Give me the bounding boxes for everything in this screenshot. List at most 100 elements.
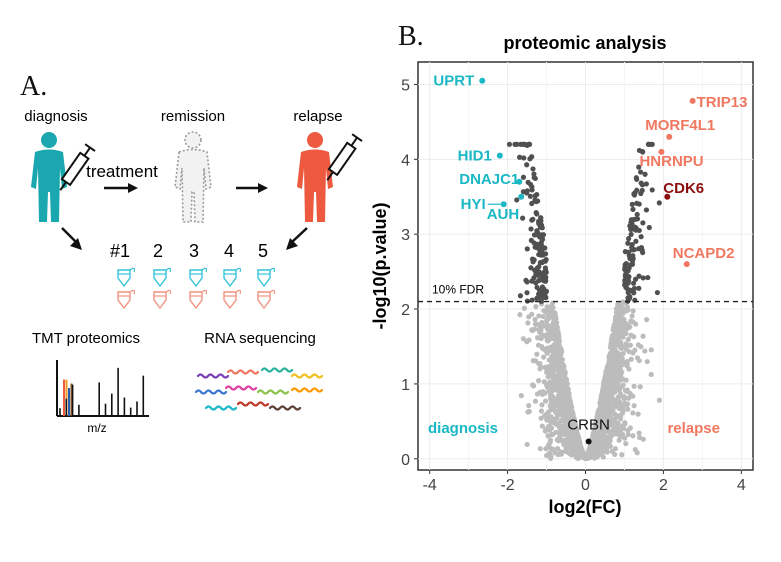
data-point-significant <box>529 217 535 223</box>
data-point-nonsignificant <box>552 420 559 426</box>
arrow-diagnosis-to-samples-icon <box>61 227 82 250</box>
data-point-nonsignificant <box>629 313 635 319</box>
data-point-significant <box>537 293 544 299</box>
labeled-point <box>500 201 507 208</box>
data-point-significant <box>531 232 538 238</box>
data-point-significant <box>532 175 538 182</box>
data-point-nonsignificant <box>538 364 544 370</box>
data-point-nonsignificant <box>547 344 553 351</box>
data-point-nonsignificant <box>530 382 536 388</box>
point-label: AUH <box>487 206 520 223</box>
person-relapse-icon <box>297 132 333 222</box>
data-point-nonsignificant <box>539 391 546 397</box>
data-point-significant <box>631 191 637 197</box>
panel-a: A. diagnosis remission relapse treatment <box>20 71 363 435</box>
data-point-nonsignificant <box>634 355 641 361</box>
data-point-nonsignificant <box>552 450 558 456</box>
data-point-significant <box>654 289 660 296</box>
data-point-nonsignificant <box>631 383 637 389</box>
data-point-nonsignificant <box>568 452 575 458</box>
data-point-nonsignificant <box>627 342 634 348</box>
data-point-nonsignificant <box>640 333 646 339</box>
data-point-nonsignificant <box>548 400 554 406</box>
data-point-nonsignificant <box>540 313 546 320</box>
data-point-significant <box>514 197 520 203</box>
data-point-nonsignificant <box>539 402 545 408</box>
data-point-nonsignificant <box>553 343 559 350</box>
labeled-point <box>683 261 690 268</box>
data-point-significant <box>524 279 530 285</box>
data-point-significant <box>623 271 629 277</box>
data-point-nonsignificant <box>532 316 538 323</box>
data-point-nonsignificant <box>544 369 550 375</box>
patient-numbers: #1 2 3 4 5 <box>110 241 268 261</box>
data-point-significant <box>648 141 654 147</box>
data-point-nonsignificant <box>598 419 604 426</box>
mz-axis-label: m/z <box>87 421 106 435</box>
data-point-significant <box>521 155 527 161</box>
data-point-nonsignificant <box>615 385 622 392</box>
data-point-nonsignificant <box>615 350 621 356</box>
data-point-nonsignificant <box>544 384 551 390</box>
y-tick-label: 0 <box>401 452 410 469</box>
data-point-nonsignificant <box>619 452 625 458</box>
data-point-nonsignificant <box>630 308 636 314</box>
tube-diagnosis-icon <box>189 267 208 288</box>
data-point-nonsignificant <box>612 446 618 452</box>
x-tick-label: -2 <box>500 477 514 494</box>
data-point-significant <box>634 211 640 218</box>
data-point-nonsignificant <box>559 356 565 363</box>
data-point-nonsignificant <box>616 376 623 382</box>
data-point-significant <box>528 226 534 232</box>
x-tick-label: -4 <box>423 477 437 494</box>
data-point-nonsignificant <box>550 330 556 336</box>
data-point-significant <box>530 166 536 172</box>
y-tick-label: 3 <box>401 227 410 244</box>
data-point-significant <box>541 286 547 292</box>
data-point-nonsignificant <box>589 450 595 456</box>
data-point-nonsignificant <box>610 423 616 429</box>
tube-relapse-icon <box>153 289 172 310</box>
data-point-nonsignificant <box>625 431 631 438</box>
data-point-significant <box>520 215 526 221</box>
data-point-nonsignificant <box>572 438 579 444</box>
data-point-nonsignificant <box>631 403 637 409</box>
data-point-significant <box>636 285 642 291</box>
data-point-nonsignificant <box>539 423 545 429</box>
data-point-significant <box>538 298 545 305</box>
data-point-nonsignificant <box>600 438 606 444</box>
point-label: CRBN <box>567 417 610 434</box>
data-point-nonsignificant <box>628 318 634 324</box>
y-tick-label: 1 <box>401 377 410 394</box>
data-point-significant <box>542 265 549 271</box>
data-point-nonsignificant <box>609 393 615 399</box>
data-point-significant <box>520 174 527 180</box>
data-point-nonsignificant <box>637 384 643 390</box>
data-point-significant <box>628 231 634 238</box>
data-point-nonsignificant <box>604 446 610 452</box>
method-proteomics-label: TMT proteomics <box>32 330 140 347</box>
tube-relapse-icon <box>223 289 242 310</box>
data-point-nonsignificant <box>541 379 547 385</box>
data-point-nonsignificant <box>619 305 626 311</box>
data-point-nonsignificant <box>569 408 575 415</box>
data-point-significant <box>537 247 543 253</box>
data-point-significant <box>639 187 645 194</box>
data-point-nonsignificant <box>617 416 624 422</box>
data-point-nonsignificant <box>565 432 572 438</box>
data-point-significant <box>539 236 546 243</box>
data-point-nonsignificant <box>644 358 650 365</box>
data-point-nonsignificant <box>626 366 632 372</box>
data-point-nonsignificant <box>576 441 583 447</box>
point-label: DNAJC1 <box>459 171 519 188</box>
data-point-significant <box>636 164 642 170</box>
data-point-nonsignificant <box>601 443 607 449</box>
data-point-nonsignificant <box>642 348 648 354</box>
data-point-nonsignificant <box>589 444 595 450</box>
data-point-significant <box>527 181 534 188</box>
data-point-nonsignificant <box>525 320 531 326</box>
data-point-nonsignificant <box>648 371 654 378</box>
data-point-nonsignificant <box>610 338 616 344</box>
data-point-nonsignificant <box>600 430 606 436</box>
